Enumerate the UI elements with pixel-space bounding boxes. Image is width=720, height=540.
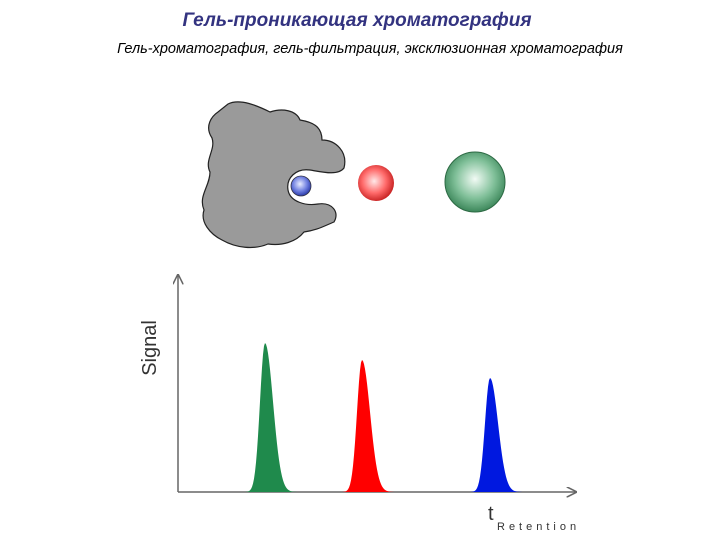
peak: [455, 378, 525, 492]
subtitle: Гель-хроматография, гель-фильтрация, экс…: [117, 41, 623, 57]
x-axis-label: t: [488, 503, 494, 525]
medium-molecule: [358, 165, 394, 201]
large-molecule: [444, 151, 506, 213]
title: Гель-проникающая хроматография: [182, 10, 531, 31]
y-axis-label: Signal: [139, 320, 161, 376]
peaks: [230, 343, 525, 492]
gel-particle: [201, 101, 346, 249]
x-axis-sublabel: Retention: [497, 521, 580, 533]
peak: [230, 343, 300, 492]
peak: [327, 360, 397, 492]
small-molecule: [290, 175, 312, 197]
